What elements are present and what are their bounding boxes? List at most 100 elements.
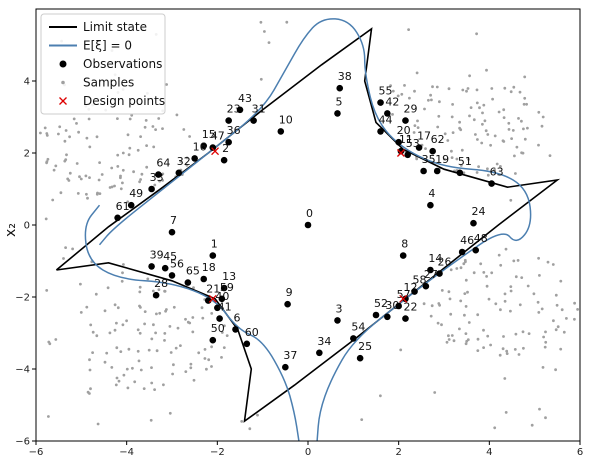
- observation-point: [488, 180, 495, 187]
- observation-label: 25: [358, 340, 372, 353]
- sample-point: [406, 134, 410, 138]
- sample-point: [71, 247, 74, 251]
- sample-point: [157, 117, 161, 120]
- y-tick-label: −6: [15, 437, 30, 448]
- sample-point: [108, 331, 112, 335]
- sample-point: [555, 303, 559, 307]
- observation-label: 34: [317, 335, 331, 348]
- observation-point: [304, 221, 312, 229]
- sample-point: [66, 177, 70, 181]
- sample-point: [450, 156, 454, 160]
- sample-point: [139, 135, 143, 139]
- sample-point: [526, 126, 529, 130]
- sample-point: [88, 176, 91, 180]
- sample-point: [483, 119, 487, 123]
- sample-point: [455, 267, 459, 270]
- sample-point: [138, 285, 142, 289]
- sample-point: [285, 20, 289, 24]
- observation-label: 44: [379, 113, 393, 126]
- sample-point: [451, 131, 455, 135]
- sample-point: [52, 168, 56, 172]
- sample-point: [169, 351, 173, 354]
- sample-point: [497, 110, 501, 114]
- legend-label: Observations: [83, 57, 162, 71]
- sample-point: [150, 381, 154, 385]
- sample-point: [51, 198, 55, 202]
- sample-point: [88, 368, 92, 372]
- sample-point: [461, 88, 465, 92]
- sample-point: [197, 351, 201, 355]
- sample-point: [110, 166, 114, 170]
- observation-point: [250, 117, 257, 124]
- sample-point: [459, 164, 463, 167]
- sample-point: [468, 114, 471, 118]
- sample-point: [443, 132, 447, 136]
- sample-point: [450, 115, 454, 119]
- sample-point: [540, 124, 544, 128]
- sample-point: [509, 289, 513, 293]
- sample-point: [415, 71, 419, 75]
- observation-point: [334, 110, 341, 117]
- sample-point: [62, 257, 65, 260]
- sample-point: [110, 185, 114, 189]
- observation-point: [472, 246, 480, 254]
- sample-point: [477, 165, 480, 169]
- sample-point: [541, 115, 545, 119]
- sample-point: [562, 330, 566, 334]
- sample-point: [117, 379, 121, 383]
- observation-label: 56: [170, 257, 184, 270]
- sample-point: [121, 151, 125, 155]
- sample-point: [126, 200, 130, 204]
- sample-point: [458, 327, 461, 331]
- sample-point: [192, 286, 195, 290]
- sample-point: [520, 276, 524, 279]
- observation-point: [356, 354, 364, 362]
- sample-point: [379, 394, 382, 398]
- observation-label: 63: [490, 166, 504, 179]
- sample-point: [464, 342, 468, 346]
- sample-point: [116, 306, 120, 310]
- sample-point: [476, 349, 480, 352]
- observation-point: [209, 144, 217, 151]
- sample-point: [466, 290, 469, 294]
- sample-point: [113, 303, 117, 307]
- sample-point: [116, 153, 120, 157]
- sample-point: [559, 279, 563, 283]
- sample-point: [225, 334, 229, 337]
- observation-label: 24: [471, 205, 485, 218]
- observation-point: [395, 302, 402, 310]
- sample-point: [89, 323, 93, 327]
- sample-point: [77, 130, 80, 134]
- sample-point: [481, 111, 484, 115]
- sample-point: [128, 117, 132, 121]
- sample-point: [521, 330, 525, 334]
- sample-point: [486, 133, 490, 136]
- sample-point: [400, 92, 404, 96]
- sample-point: [59, 191, 63, 195]
- sample-point: [468, 74, 471, 78]
- sample-point: [447, 87, 451, 91]
- observation-point: [402, 117, 409, 124]
- sample-point: [537, 110, 541, 114]
- sample-point: [489, 343, 492, 347]
- observation-point: [402, 295, 409, 303]
- sample-point: [476, 138, 479, 141]
- y-tick-label: −4: [15, 365, 30, 376]
- sample-point: [192, 378, 196, 382]
- sample-point: [565, 317, 568, 320]
- legend-box: [40, 13, 166, 115]
- sample-point: [540, 307, 544, 311]
- legend-entry: Observations: [59, 57, 162, 71]
- sample-point: [486, 167, 489, 171]
- sample-point: [466, 87, 470, 90]
- sample-point: [143, 125, 147, 129]
- observation-point: [175, 169, 183, 177]
- sample-point: [499, 165, 502, 168]
- sample-point: [184, 370, 188, 373]
- observation-label: 16: [193, 140, 207, 153]
- observation-label: 42: [385, 95, 399, 108]
- sample-point: [86, 196, 89, 200]
- sample-point: [513, 348, 517, 351]
- sample-point: [85, 305, 89, 309]
- sample-point: [72, 117, 76, 121]
